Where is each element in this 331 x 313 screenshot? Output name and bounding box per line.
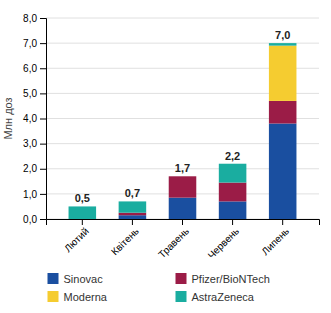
y-tick: 7,0 xyxy=(23,38,46,49)
y-tick-label: 2,0 xyxy=(23,163,37,174)
x-tick-mark xyxy=(282,219,283,225)
legend-label: AstraZeneca xyxy=(192,291,255,303)
legend-item: AstraZeneca xyxy=(176,291,255,303)
y-tick-mark xyxy=(40,194,46,195)
total-labels: 0,5 0,7 1,7 2,2 7,0 xyxy=(75,29,291,204)
y-tick-mark xyxy=(40,219,46,220)
bar-segment xyxy=(69,206,97,219)
bar-segment xyxy=(119,215,147,219)
bar-segment xyxy=(269,124,297,219)
bars xyxy=(69,43,297,219)
total-label: 0,5 xyxy=(75,192,90,204)
bar-segment xyxy=(269,101,297,124)
total-label: 0,7 xyxy=(125,187,140,199)
plot: 0,0 1,0 2,0 3,0 4,0 5,0 6,0 7,0 8,0 Лютий Квітень Т… xyxy=(23,13,319,261)
legend: Sinovac Pfizer/BioNTech Moderna AstraZeneca xyxy=(48,273,270,303)
bar-series xyxy=(119,101,297,215)
bar-segment xyxy=(119,201,147,212)
y-tick-mark xyxy=(40,68,46,69)
x-tick: Липень xyxy=(259,219,291,257)
x-tick-mark xyxy=(132,219,133,225)
y-tick: 2,0 xyxy=(23,163,46,174)
y-tick-label: 1,0 xyxy=(23,189,37,200)
legend-label: Pfizer/BioNTech xyxy=(192,273,270,285)
bar-segment xyxy=(119,213,147,216)
legend-swatch xyxy=(48,291,59,302)
y-tick-label: 3,0 xyxy=(23,138,37,149)
y-tick-label: 5,0 xyxy=(23,88,37,99)
bar-segment xyxy=(169,198,197,219)
y-tick-label: 6,0 xyxy=(23,63,37,74)
bar-series xyxy=(69,43,297,219)
x-tick-label: Травень xyxy=(156,225,191,260)
total-label: 1,7 xyxy=(175,162,190,174)
legend-item: Sinovac xyxy=(48,273,104,285)
y-tick: 4,0 xyxy=(23,113,46,124)
x-tick: Квітень xyxy=(109,219,141,257)
y-tick: 8,0 xyxy=(23,13,46,24)
y-tick-mark xyxy=(40,119,46,120)
bar-segment xyxy=(169,176,197,177)
legend-label: Moderna xyxy=(64,291,108,303)
legend-label: Sinovac xyxy=(64,273,104,285)
bar-segment xyxy=(269,43,297,46)
y-tick-mark xyxy=(40,93,46,94)
bar-segment xyxy=(169,176,197,197)
y-tick: 6,0 xyxy=(23,63,46,74)
x-tick-mark xyxy=(232,219,233,225)
y-tick-mark xyxy=(40,144,46,145)
x-axis: Лютий Квітень Травень Червень Липень xyxy=(47,219,320,261)
legend-swatch xyxy=(176,273,187,284)
y-tick: 3,0 xyxy=(23,138,46,149)
y-tick-label: 0,0 xyxy=(23,214,37,225)
legend-item: Pfizer/BioNTech xyxy=(176,273,270,285)
y-tick-label: 7,0 xyxy=(23,38,37,49)
total-label: 7,0 xyxy=(275,29,290,41)
chart: 0,0 1,0 2,0 3,0 4,0 5,0 6,0 7,0 8,0 Лютий Квітень Т… xyxy=(0,0,331,313)
y-tick: 0,0 xyxy=(23,214,46,225)
y-tick-label: 4,0 xyxy=(23,113,37,124)
y-tick-mark xyxy=(40,169,46,170)
x-axis-line xyxy=(47,220,320,226)
grid xyxy=(46,18,319,219)
bar-series xyxy=(269,46,297,101)
x-tick: Червень xyxy=(206,219,242,261)
x-tick: Лютий xyxy=(62,219,91,254)
bar-series xyxy=(119,124,297,219)
y-tick-mark xyxy=(40,18,46,19)
x-tick-label: Квітень xyxy=(109,225,141,257)
bar-segment xyxy=(269,46,297,101)
total-label: 2,2 xyxy=(225,150,240,162)
y-tick-label: 8,0 xyxy=(23,13,37,24)
x-tick-mark xyxy=(82,219,83,225)
x-tick-label: Червень xyxy=(206,225,242,261)
x-tick: Травень xyxy=(156,219,191,260)
x-tick-mark xyxy=(182,219,183,225)
bar-segment xyxy=(219,201,247,219)
bar-segment xyxy=(219,183,247,202)
legend-swatch xyxy=(176,291,187,302)
y-axis: 0,0 1,0 2,0 3,0 4,0 5,0 6,0 7,0 8,0 xyxy=(23,13,46,225)
y-tick-mark xyxy=(40,43,46,44)
y-tick: 5,0 xyxy=(23,88,46,99)
bar-segment xyxy=(169,176,197,177)
y-axis-line xyxy=(40,19,47,220)
y-axis-title: Млн доз xyxy=(2,97,14,139)
legend-item: Moderna xyxy=(48,291,108,303)
x-tick-label: Липень xyxy=(259,225,291,257)
x-tick-label: Лютий xyxy=(62,225,91,254)
grid-line xyxy=(46,18,319,19)
legend-swatch xyxy=(48,273,59,284)
y-tick: 1,0 xyxy=(23,189,46,200)
bar-segment xyxy=(219,164,247,183)
